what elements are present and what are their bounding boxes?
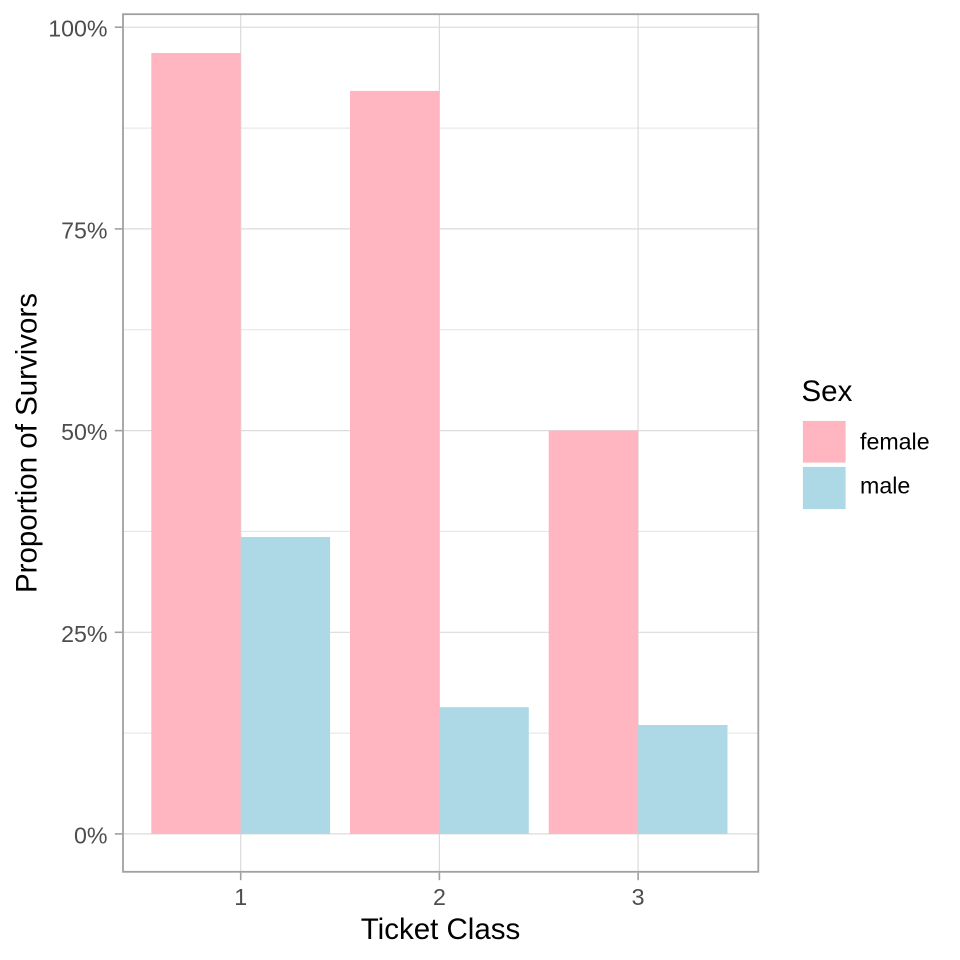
svg-text:100%: 100% [48,16,107,42]
svg-text:2: 2 [433,884,446,910]
svg-text:1: 1 [234,884,247,910]
svg-text:75%: 75% [61,217,107,243]
svg-text:3: 3 [632,884,645,910]
svg-text:0%: 0% [74,822,108,848]
svg-text:Ticket Class: Ticket Class [361,913,521,946]
svg-text:Proportion of Survivors: Proportion of Survivors [10,293,43,593]
svg-text:male: male [860,472,910,498]
svg-text:female: female [860,428,930,454]
svg-text:50%: 50% [61,419,107,445]
svg-text:25%: 25% [61,621,107,647]
svg-text:Sex: Sex [802,375,853,408]
